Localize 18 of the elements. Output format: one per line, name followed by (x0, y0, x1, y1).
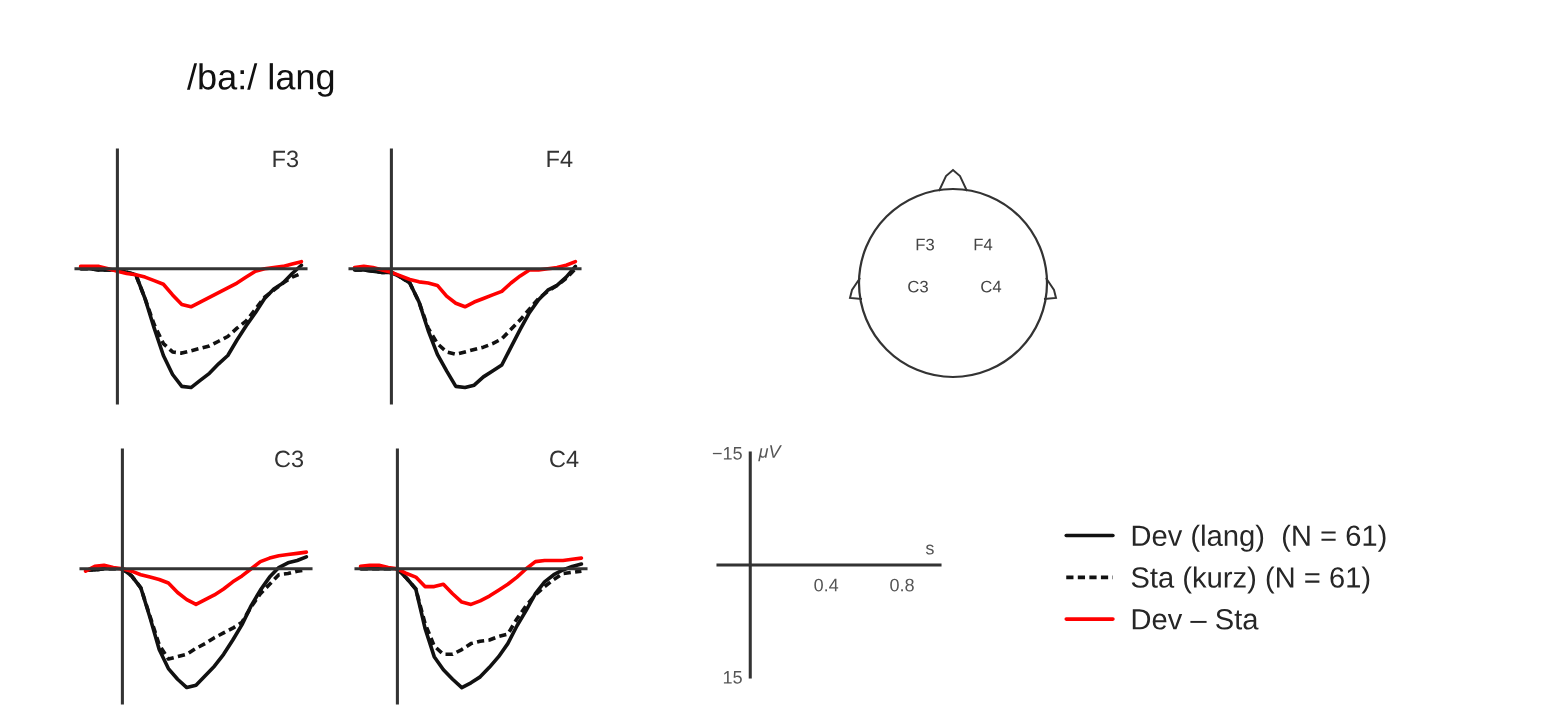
text: C4 (981, 280, 1002, 293)
x-tick-label: 0.4 (814, 578, 839, 592)
text: F3 (916, 238, 934, 251)
chart-title: F4 (547, 150, 573, 168)
chart-title: F3 (273, 150, 299, 168)
y-tick-label: −15 (712, 447, 742, 460)
x-tick-label: 0.8 (890, 578, 914, 592)
chart-title: C3 (275, 450, 304, 468)
legend-label: Dev – Sta (1132, 608, 1259, 630)
legend-label: Sta (kurz) (N = 61) (1131, 566, 1370, 594)
chart-title: C4 (550, 450, 579, 468)
y-tick-label: 15 (723, 671, 742, 684)
text: C3 (908, 280, 928, 293)
text: F4 (974, 238, 993, 251)
text: /ba:/ lang (187, 63, 334, 97)
legend-label: Dev (lang) (N = 61) (1132, 524, 1386, 552)
x-axis-title: s (925, 544, 934, 555)
y-axis-title: μV (758, 445, 782, 462)
